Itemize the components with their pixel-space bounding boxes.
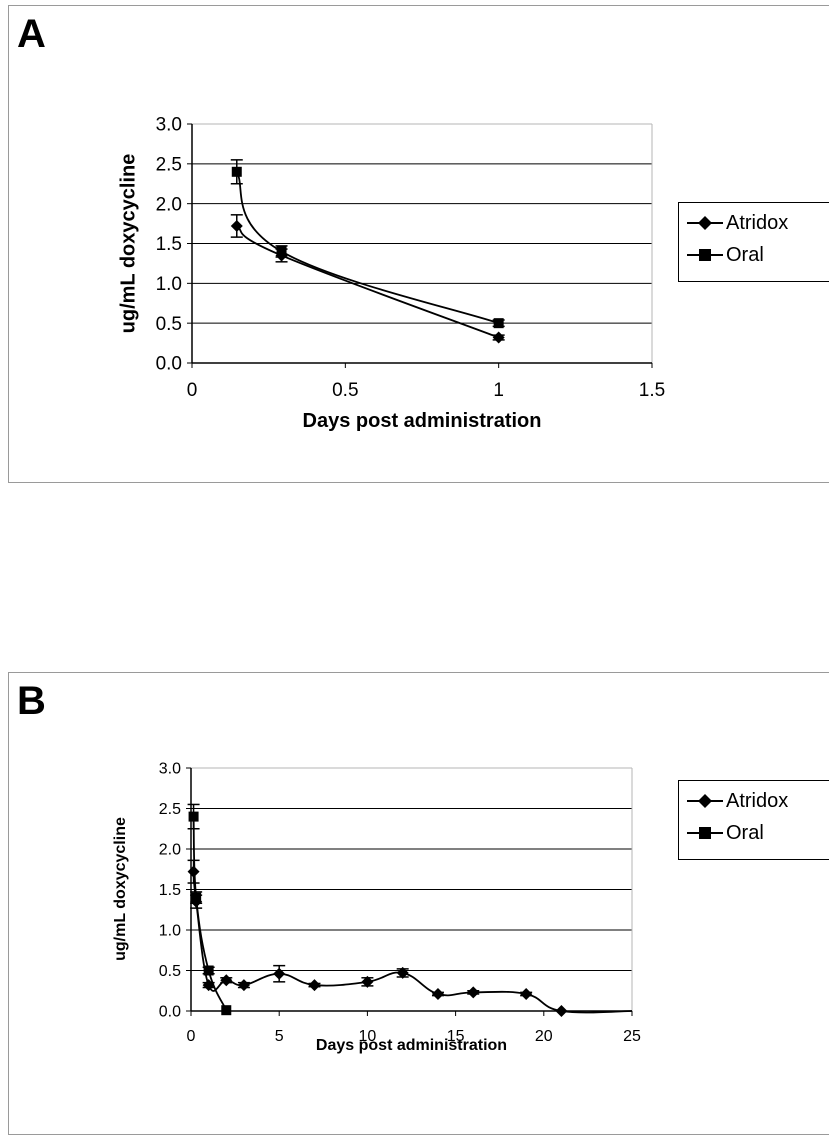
data-point-oral [276, 246, 287, 257]
chart-a-legend: Atridox Oral [678, 202, 829, 282]
chart-b-y-axis-label: ug/mL doxycycline [112, 817, 129, 961]
diamond-marker-icon [698, 794, 712, 808]
data-point-oral [493, 318, 504, 329]
x-tick-label: 1 [493, 380, 504, 401]
y-tick-label: 2.0 [159, 842, 181, 859]
chart-panel-a: A 0.0 0.5 1.0 1.5 2.0 2.5 3.0 0 0.5 1 1.5 ug/mL do… [8, 5, 829, 483]
y-tick-label: 0.5 [159, 963, 181, 980]
data-point-atridox [187, 865, 200, 878]
x-tick-label: 15 [447, 1028, 465, 1045]
data-point-atridox [230, 219, 243, 232]
chart-b-x-axis-label: Days post administration [315, 1037, 508, 1054]
square-marker-icon [699, 827, 711, 839]
data-point-oral [191, 892, 202, 903]
y-tick-label: 0.0 [156, 354, 182, 375]
diamond-marker-icon [698, 216, 712, 230]
x-tick-label: 5 [275, 1028, 284, 1045]
data-point-oral [231, 166, 242, 177]
data-point-atridox [492, 331, 505, 344]
data-point-atridox [431, 987, 444, 1000]
data-point-atridox [220, 974, 233, 987]
data-point-oral [203, 965, 214, 976]
y-tick-label: 1.5 [159, 882, 181, 899]
chart-b-legend: Atridox Oral [678, 780, 829, 860]
data-point-atridox [308, 979, 321, 992]
data-point-atridox [273, 967, 286, 980]
panel-label-a: A [17, 12, 46, 56]
x-tick-label: 20 [535, 1028, 553, 1045]
y-tick-label: 3.0 [159, 761, 181, 778]
legend-entry-oral: Oral [679, 821, 829, 845]
series-line-oral [235, 171, 499, 325]
x-tick-label: 10 [359, 1028, 377, 1045]
data-point-atridox [520, 987, 533, 1000]
chart-a-y-axis-label: ug/mL doxycycline [117, 153, 140, 333]
data-point-atridox [396, 966, 409, 979]
legend-label: Oral [726, 244, 764, 266]
series-line-atridox [236, 225, 499, 339]
y-tick-label: 0.0 [159, 1004, 181, 1021]
x-tick-label: 25 [623, 1028, 641, 1045]
square-marker-icon [699, 249, 711, 261]
series-line-atridox [192, 871, 633, 1014]
legend-entry-atridox: Atridox [679, 789, 829, 813]
legend-label: Atridox [726, 212, 789, 234]
y-tick-label: 2.5 [156, 154, 182, 175]
y-tick-label: 2.0 [156, 194, 182, 215]
data-point-atridox [202, 979, 215, 992]
chart-a-x-axis-label: Days post administration [302, 410, 542, 432]
x-tick-label: 1.5 [639, 380, 665, 401]
data-point-atridox [555, 1005, 568, 1017]
legend-label: Oral [726, 822, 764, 844]
chart-a-svg: 0.0 0.5 1.0 1.5 2.0 2.5 3.0 0 0.5 1 1.5 [156, 115, 666, 401]
y-tick-label: 0.5 [156, 314, 182, 335]
data-point-atridox [361, 975, 374, 988]
data-point-atridox [467, 986, 480, 999]
y-tick-label: 2.5 [159, 801, 181, 818]
legend-entry-oral: Oral [679, 243, 829, 267]
chart-panel-b: B 0.0 0.5 1.0 1.5 2.0 2.5 3.0 0 5 10 15 20 25 ug/mL … [8, 672, 829, 1135]
x-tick-label: 0 [187, 380, 198, 401]
data-point-oral [221, 1005, 232, 1016]
legend-label: Atridox [726, 790, 789, 812]
y-tick-label: 1.0 [159, 923, 181, 940]
data-point-atridox [237, 979, 250, 992]
legend-entry-atridox: Atridox [679, 211, 829, 235]
panel-label-b: B [17, 679, 46, 723]
chart-b-svg: 0.0 0.5 1.0 1.5 2.0 2.5 3.0 0 5 10 15 20 25 [159, 761, 641, 1045]
y-tick-label: 1.5 [156, 234, 182, 255]
series-line-oral [192, 816, 228, 1011]
y-tick-label: 1.0 [156, 274, 182, 295]
x-tick-label: 0 [187, 1028, 196, 1045]
data-point-oral [188, 811, 199, 822]
x-tick-label: 0.5 [332, 380, 358, 401]
y-tick-label: 3.0 [156, 115, 182, 136]
